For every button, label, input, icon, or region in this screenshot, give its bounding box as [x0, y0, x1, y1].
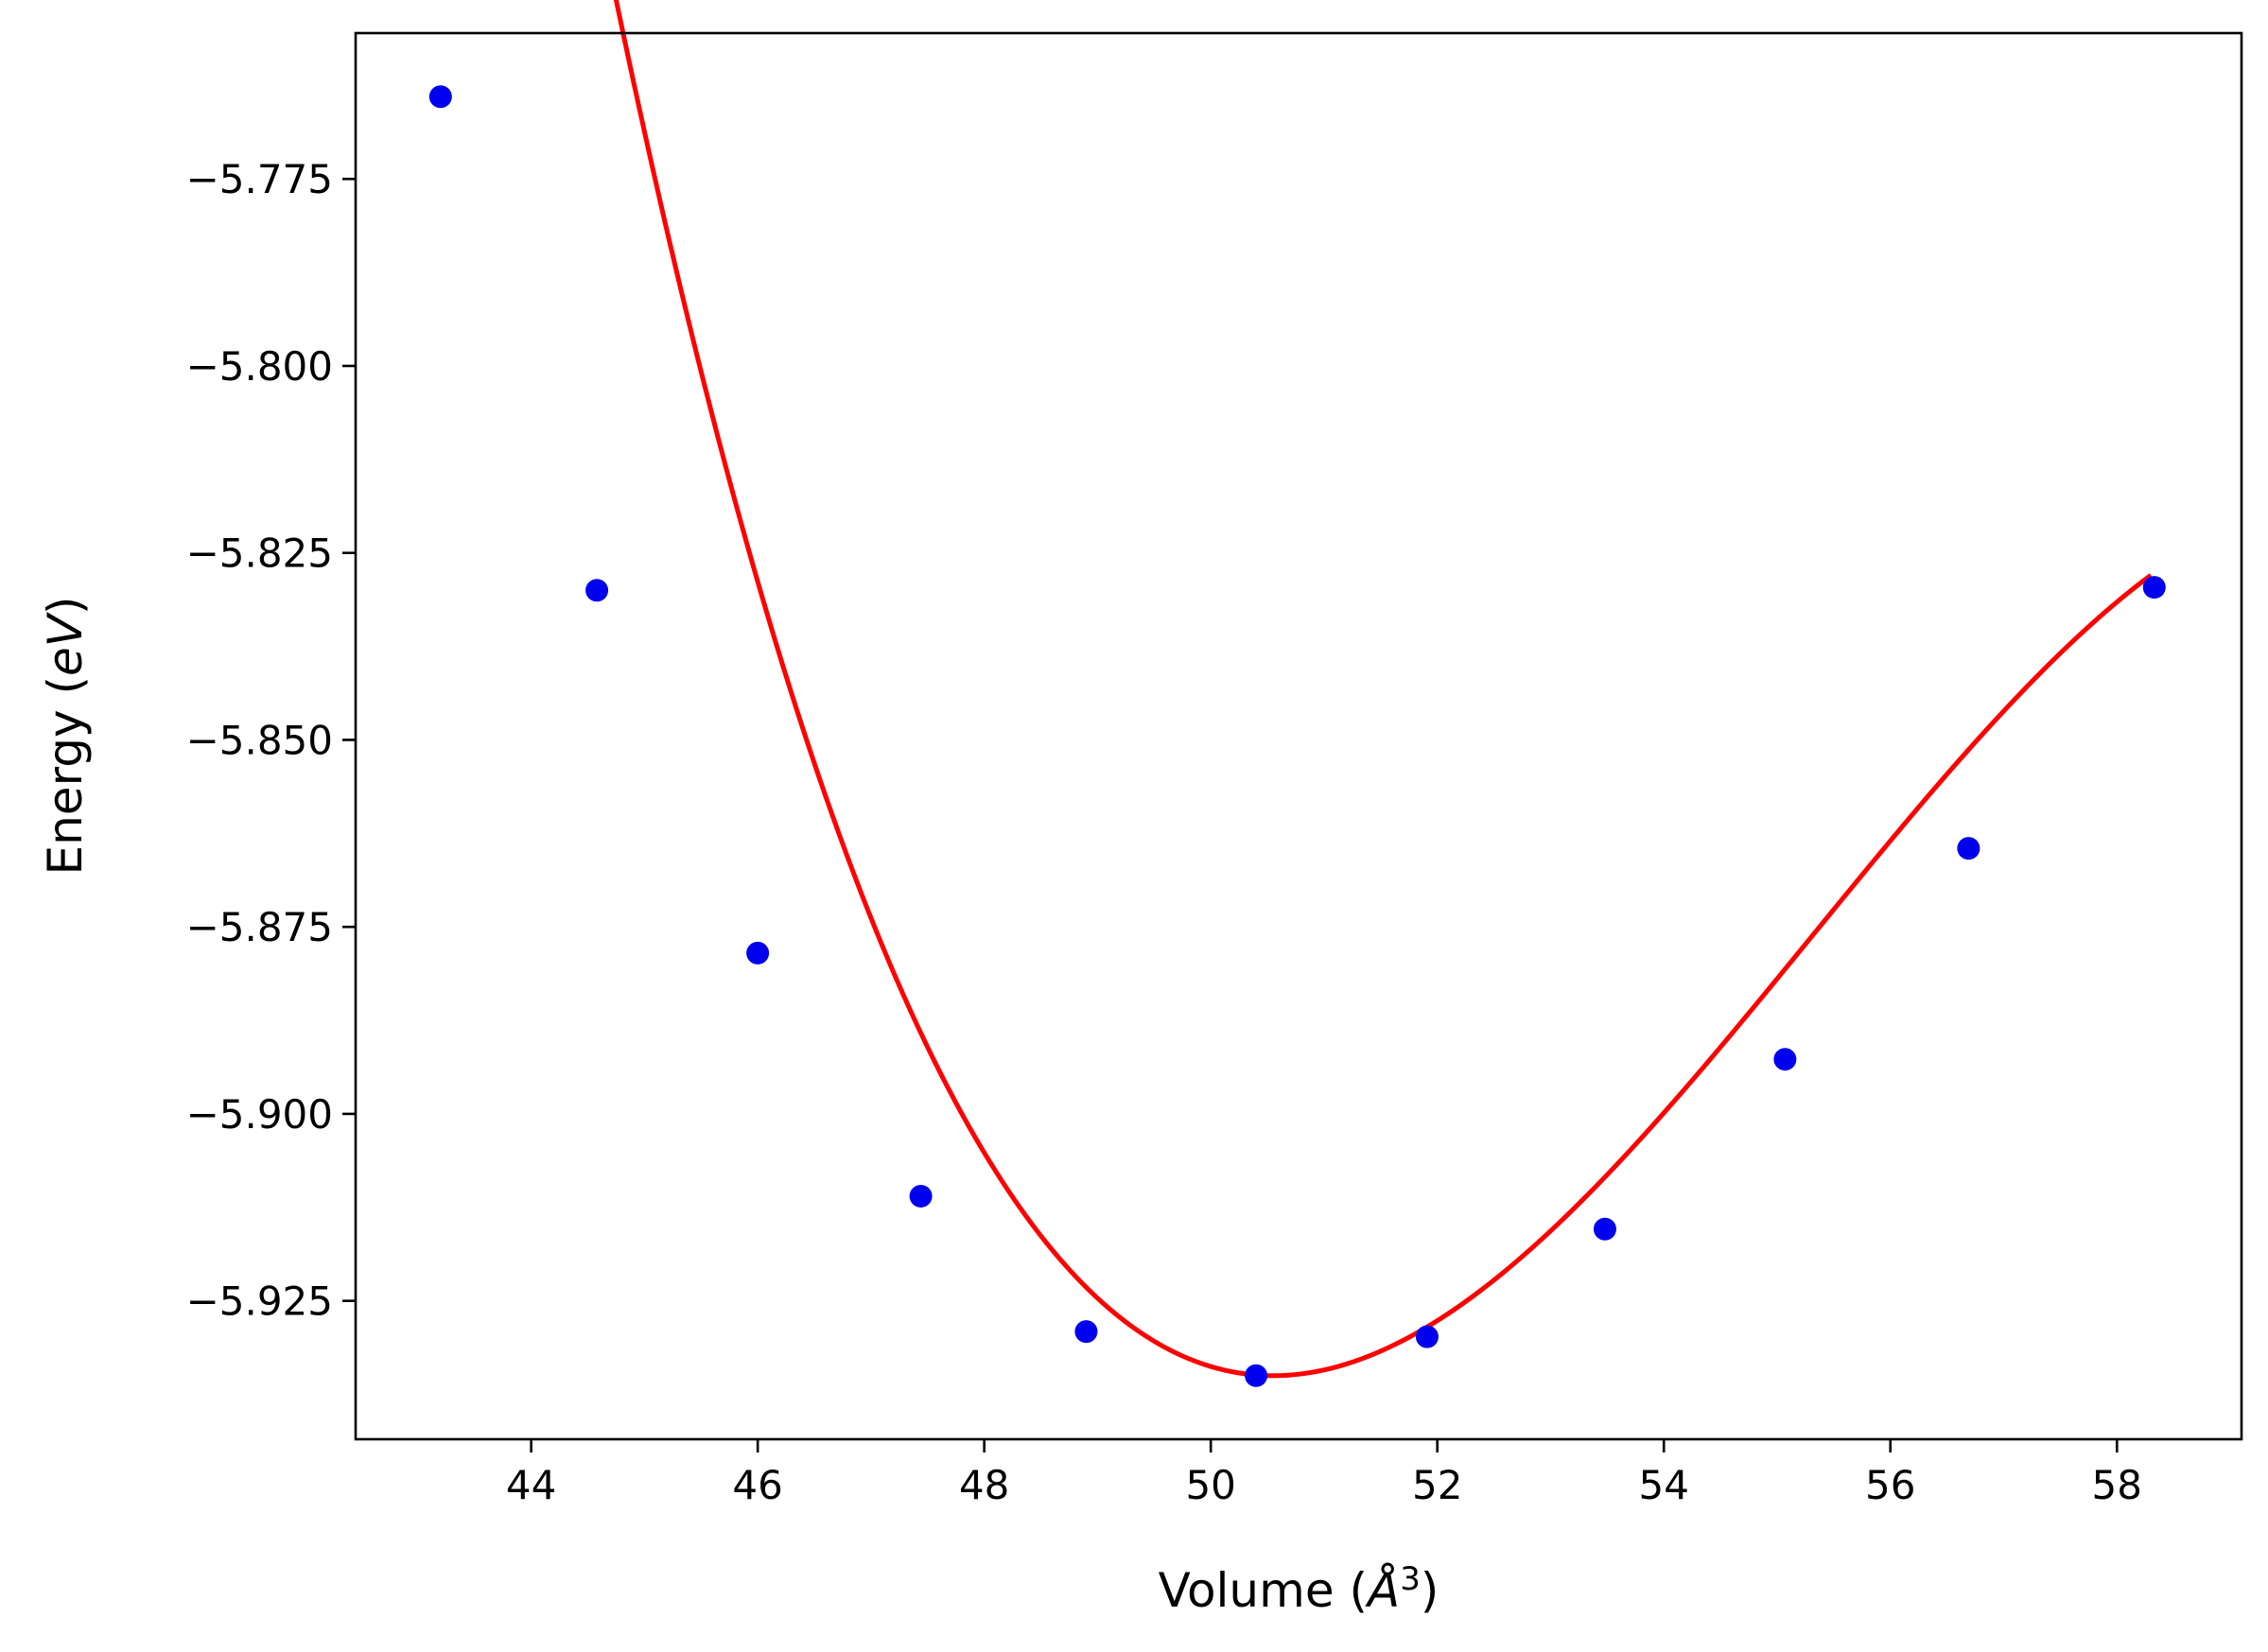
x-axis-label: Volume (Å3): [1159, 1560, 1439, 1618]
y-axis-label-close: ): [38, 597, 93, 616]
x-tick-label: 46: [732, 1462, 782, 1508]
data-point: [1957, 837, 1980, 861]
x-tick-label: 44: [506, 1462, 556, 1508]
y-tick-label: −5.850: [186, 717, 333, 763]
data-point: [909, 1184, 933, 1208]
y-tick-label: −5.775: [186, 156, 333, 202]
y-tick-label: −5.800: [186, 343, 333, 390]
x-tick-label: 52: [1412, 1462, 1462, 1508]
x-axis-label-exponent: 3: [1400, 1560, 1421, 1598]
x-tick-label: 58: [2092, 1462, 2142, 1508]
y-axis: −5.775 −5.800 −5.825 −5.850 −5.875 −5.900 −5.9…: [186, 156, 356, 1325]
x-tick-label: 56: [1865, 1462, 1915, 1508]
y-tick-label: −5.875: [186, 904, 333, 950]
data-point: [1593, 1217, 1616, 1241]
data-point: [746, 941, 770, 965]
plot-area: [428, 0, 2166, 1387]
x-axis-label-close: ): [1421, 1563, 1439, 1618]
fit-curve-line: [613, 0, 2153, 1379]
data-point: [1074, 1320, 1098, 1344]
y-axis-label: Energy (eV): [38, 597, 93, 876]
x-tick-label: 48: [959, 1462, 1009, 1508]
x-tick-label: 50: [1185, 1462, 1235, 1508]
data-point: [428, 85, 452, 109]
data-point: [2142, 576, 2166, 600]
data-point: [1415, 1325, 1439, 1348]
plot-frame: [354, 31, 2243, 1441]
data-point: [1245, 1364, 1268, 1387]
y-axis-label-text: Energy (: [38, 676, 93, 875]
y-tick-label: −5.925: [186, 1278, 333, 1325]
y-axis-label-unit: eV: [38, 611, 93, 676]
y-tick-label: −5.825: [186, 530, 333, 577]
x-tick-label: 54: [1638, 1462, 1688, 1508]
x-axis-label-text: Volume (: [1159, 1563, 1368, 1618]
x-axis: 44 46 48 50 52 54 56 58: [506, 1439, 2142, 1508]
data-point: [1773, 1048, 1797, 1071]
y-tick-label: −5.900: [186, 1091, 333, 1138]
x-axis-label-unit: Å: [1365, 1563, 1400, 1618]
data-point: [585, 579, 609, 602]
